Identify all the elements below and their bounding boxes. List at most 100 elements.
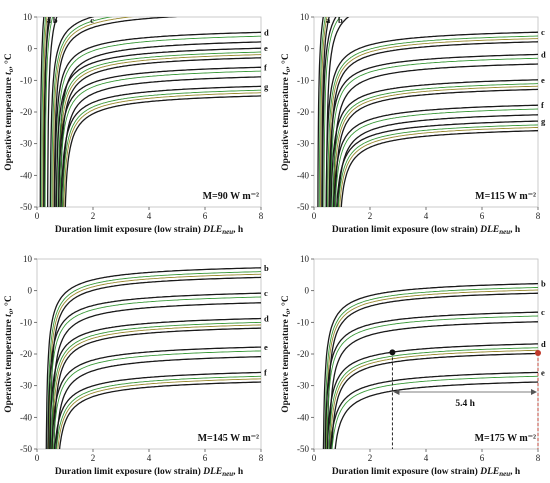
curve-label-c: c (541, 27, 545, 37)
series-line-g (339, 127, 538, 207)
x-axis-label-var: DLE (202, 467, 222, 477)
y-axis-label-var: t (4, 72, 14, 75)
y-tick-label: -30 (20, 139, 32, 149)
series-line-g (63, 92, 261, 207)
curves (39, 17, 261, 207)
series-line-c (324, 311, 538, 449)
chart-panel-bottom-left: 0 2 4 6 8 10 0 -10 -20 -30 -40 -50 Duration limit ex… (3, 254, 269, 478)
x-axis-label-var: DLE (479, 467, 499, 477)
y-tick-label: 10 (23, 254, 33, 264)
series-line-f (59, 70, 261, 207)
x-axis-label-var: DLE (479, 225, 499, 235)
series-line-g (62, 89, 261, 207)
series-line-f (58, 381, 261, 449)
metabolic-rate-label: M=115 W m⁻² (475, 191, 536, 202)
y-tick-label: -20 (20, 349, 32, 359)
series-line-e (333, 85, 538, 207)
series-line-b (321, 17, 337, 207)
series-line-e (330, 79, 538, 207)
curve-label-e: e (264, 43, 268, 53)
y-tick-label: -20 (297, 349, 309, 359)
y-tick-label: 0 (305, 286, 310, 296)
series-line-b (324, 287, 538, 449)
x-tick-label: 4 (424, 453, 429, 463)
x-tick-label: 6 (480, 211, 485, 221)
x-axis-label-unit: , h (510, 467, 521, 477)
y-axis-label-var: t (4, 314, 14, 317)
y-axis-label-sub: o (284, 68, 292, 72)
y-axis-label-unit: , °C (280, 53, 291, 69)
curve-label-c: c (90, 15, 94, 25)
series-line-f (57, 378, 261, 449)
y-tick-label: 0 (305, 44, 310, 54)
series-line-e (334, 88, 538, 207)
series-line-c (47, 292, 261, 449)
series-line-b (325, 17, 350, 207)
annotation-point-red (535, 350, 541, 357)
x-tick-label: 6 (203, 211, 208, 221)
series-line-c (326, 315, 538, 449)
x-axis-label-main: Duration limit exposure (low strain) (55, 466, 203, 477)
series-line-b (47, 271, 261, 449)
y-axis-label-sub: o (7, 68, 15, 72)
series-line-e (332, 83, 538, 207)
x-tick-label: 2 (91, 211, 96, 221)
x-tick-label: 4 (147, 453, 152, 463)
curve-label-b: b (338, 15, 343, 25)
chart-panel-top-left: 0 2 4 6 8 10 0 -10 -20 -30 -40 -50 Duration limit ex… (3, 12, 269, 236)
x-axis-label: Duration limit exposure (low strain) DLE… (332, 224, 521, 236)
series-line-g (337, 124, 538, 207)
series-line-f (61, 76, 261, 207)
plot-frame (36, 16, 262, 208)
series-line-e (51, 346, 261, 449)
x-axis-label: Duration limit exposure (low strain) DLE… (55, 466, 244, 478)
y-tick-label: -30 (297, 139, 309, 149)
curve-label-b: b (53, 15, 58, 25)
series-line-e (58, 54, 261, 207)
series-line-e (329, 371, 538, 449)
series-line-c (52, 17, 134, 207)
metabolic-rate-label: M=145 W m⁻² (198, 433, 259, 444)
y-axis-label: Operative temperature to, °C (280, 53, 292, 171)
y-tick-label: -40 (297, 170, 309, 180)
y-axis-label-main: Operative temperature (4, 75, 14, 171)
series-line-d (53, 327, 261, 449)
series-line-e (55, 47, 261, 207)
series-line-e (334, 381, 538, 449)
x-axis-label-main: Duration limit exposure (low strain) (332, 224, 480, 235)
y-axis-label: Operative temperature to, °C (3, 295, 15, 413)
y-axis-label-sub: o (284, 310, 292, 314)
series-line-f (54, 371, 261, 449)
series-line-c (51, 302, 261, 449)
series-line-c (53, 17, 179, 207)
y-axis-label: Operative temperature to, °C (280, 295, 292, 413)
y-tick-label: -20 (20, 107, 32, 117)
curve-label-a: a (326, 15, 331, 25)
y-tick-label: -30 (297, 381, 309, 391)
x-axis-label-sub: neu (499, 228, 510, 236)
y-tick-label: 10 (23, 12, 33, 22)
y-axis-label-unit: , °C (280, 295, 291, 311)
x-axis-label-sub: neu (222, 228, 233, 236)
series-line-b (326, 292, 538, 449)
x-axis-label-unit: , h (233, 467, 244, 477)
series-line-g (336, 120, 538, 207)
series-line-f (56, 375, 261, 449)
series-line-b (323, 17, 341, 207)
series-line-a (41, 17, 47, 207)
x-axis-label-var: DLE (202, 225, 222, 235)
series-line-c (51, 17, 113, 207)
y-tick-label: -10 (20, 75, 32, 85)
curve-label-a: a (47, 15, 52, 25)
series-line-b (48, 273, 261, 449)
series-line-d (331, 352, 538, 449)
metabolic-rate-label: M=90 W m⁻² (203, 191, 259, 202)
y-tick-label: 10 (300, 254, 310, 264)
y-tick-label: -50 (297, 202, 309, 212)
y-axis-label-main: Operative temperature (281, 75, 291, 171)
series-line-e (57, 51, 261, 207)
x-tick-label: 8 (536, 211, 541, 221)
series-line-c (49, 17, 95, 207)
x-axis-label-unit: , h (510, 225, 521, 235)
x-tick-label: 8 (536, 453, 541, 463)
